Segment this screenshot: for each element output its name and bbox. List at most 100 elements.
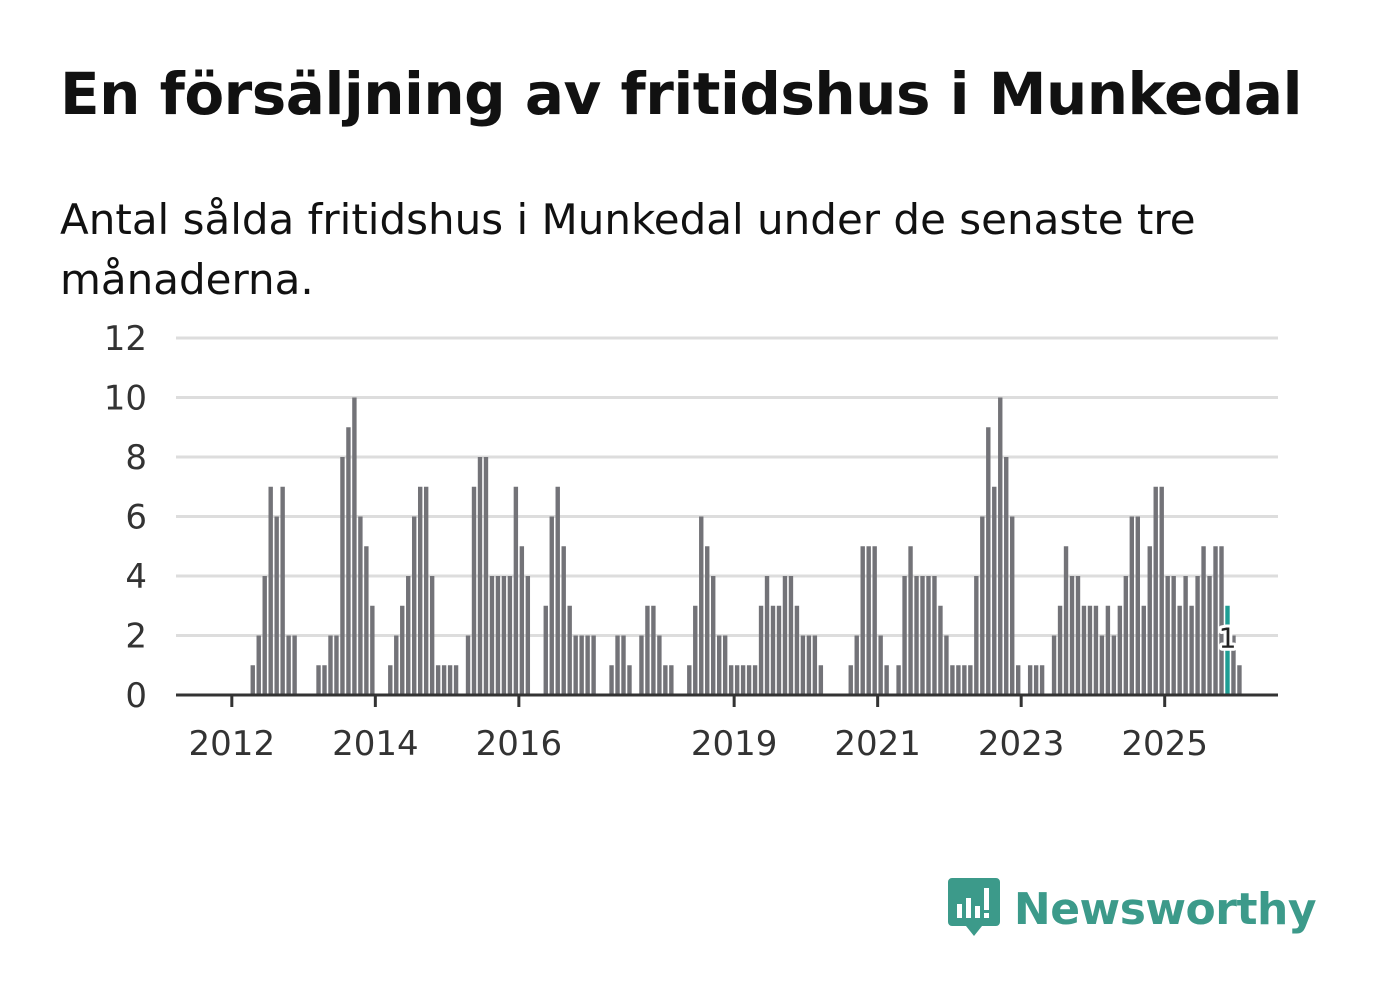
bar xyxy=(489,576,495,695)
highlight-data-label: 1 xyxy=(1219,621,1237,654)
bar xyxy=(1081,605,1087,695)
bar xyxy=(1189,605,1194,695)
bar xyxy=(1033,665,1039,695)
bar xyxy=(483,457,489,695)
bar xyxy=(412,516,417,695)
bar xyxy=(908,546,913,695)
bar xyxy=(752,665,758,695)
bar xyxy=(848,665,853,695)
bar xyxy=(770,605,776,695)
bar xyxy=(1135,516,1140,695)
chart-title: En försäljning av fritidshus i Munkedal xyxy=(60,60,1302,128)
bar xyxy=(579,635,584,695)
bar xyxy=(1177,605,1182,695)
bar xyxy=(980,516,985,695)
bar xyxy=(860,546,865,695)
newsworthy-bar-chart-icon xyxy=(947,878,1000,936)
bar xyxy=(711,576,716,695)
bar xyxy=(1099,635,1105,695)
bar xyxy=(465,635,471,695)
bar xyxy=(728,665,734,695)
bar xyxy=(358,516,363,695)
bar xyxy=(693,605,698,695)
chart-subtitle: Antal sålda fritidshus i Munkedal under … xyxy=(60,195,1196,304)
bar xyxy=(1111,635,1117,695)
bar xyxy=(896,665,901,695)
bar xyxy=(573,635,578,695)
bar xyxy=(1093,605,1099,695)
bar xyxy=(1183,576,1188,695)
bar xyxy=(1219,546,1224,695)
bar xyxy=(328,635,333,695)
bar xyxy=(268,486,273,695)
bar xyxy=(1010,516,1015,695)
bar xyxy=(884,665,889,695)
bar xyxy=(687,665,692,695)
x-tick-label: 2019 xyxy=(691,724,778,764)
bar xyxy=(902,576,907,695)
bar xyxy=(1027,665,1033,695)
bar xyxy=(441,665,447,695)
bar xyxy=(657,635,662,695)
bar xyxy=(651,605,656,695)
bar xyxy=(400,605,405,695)
x-tick-label: 2016 xyxy=(476,724,563,764)
bar xyxy=(705,546,710,695)
bar xyxy=(1117,605,1123,695)
bar xyxy=(543,605,548,695)
bar xyxy=(974,576,979,695)
bar xyxy=(471,486,477,695)
bar xyxy=(800,635,806,695)
bar xyxy=(968,665,973,695)
bar xyxy=(322,665,327,695)
bar xyxy=(585,635,590,695)
bar xyxy=(1069,576,1075,695)
bar xyxy=(507,576,513,695)
bar xyxy=(274,516,279,695)
bar xyxy=(914,576,919,695)
y-tick-label: 8 xyxy=(125,438,147,478)
bar xyxy=(406,576,411,695)
y-axis-ticks: 0 2 4 6 8 10 12 xyxy=(104,319,147,716)
bar xyxy=(639,635,644,695)
bar xyxy=(1213,546,1218,695)
bar xyxy=(627,665,632,695)
bar xyxy=(519,546,525,695)
x-tick-label: 2012 xyxy=(189,724,276,764)
bar xyxy=(256,635,261,695)
bar xyxy=(477,457,483,695)
bar xyxy=(394,635,399,695)
bar xyxy=(1141,605,1146,695)
bar xyxy=(334,635,339,695)
y-tick-label: 6 xyxy=(125,498,147,538)
bar xyxy=(567,605,572,695)
bar xyxy=(316,665,321,695)
bar xyxy=(794,605,800,695)
bar xyxy=(854,635,859,695)
bar xyxy=(1004,457,1009,695)
bar xyxy=(1075,576,1081,695)
bar xyxy=(1105,605,1111,695)
bar xyxy=(669,665,674,695)
bar xyxy=(788,576,794,695)
bar xyxy=(1051,635,1057,695)
bar xyxy=(746,665,752,695)
bar xyxy=(1057,605,1063,695)
bar xyxy=(716,635,722,695)
bar xyxy=(734,665,740,695)
bar xyxy=(561,546,566,695)
bar xyxy=(878,635,883,695)
bar xyxy=(1123,576,1129,695)
x-tick-label: 2021 xyxy=(834,724,921,764)
bar xyxy=(872,546,877,695)
bar xyxy=(1129,516,1135,695)
bar xyxy=(435,665,441,695)
bar xyxy=(1015,665,1021,695)
bar xyxy=(663,665,668,695)
bar xyxy=(866,546,871,695)
bars xyxy=(250,397,1242,695)
y-tick-label: 10 xyxy=(104,379,147,419)
bar xyxy=(1207,576,1212,695)
bar xyxy=(621,635,626,695)
y-tick-label: 0 xyxy=(125,676,147,716)
